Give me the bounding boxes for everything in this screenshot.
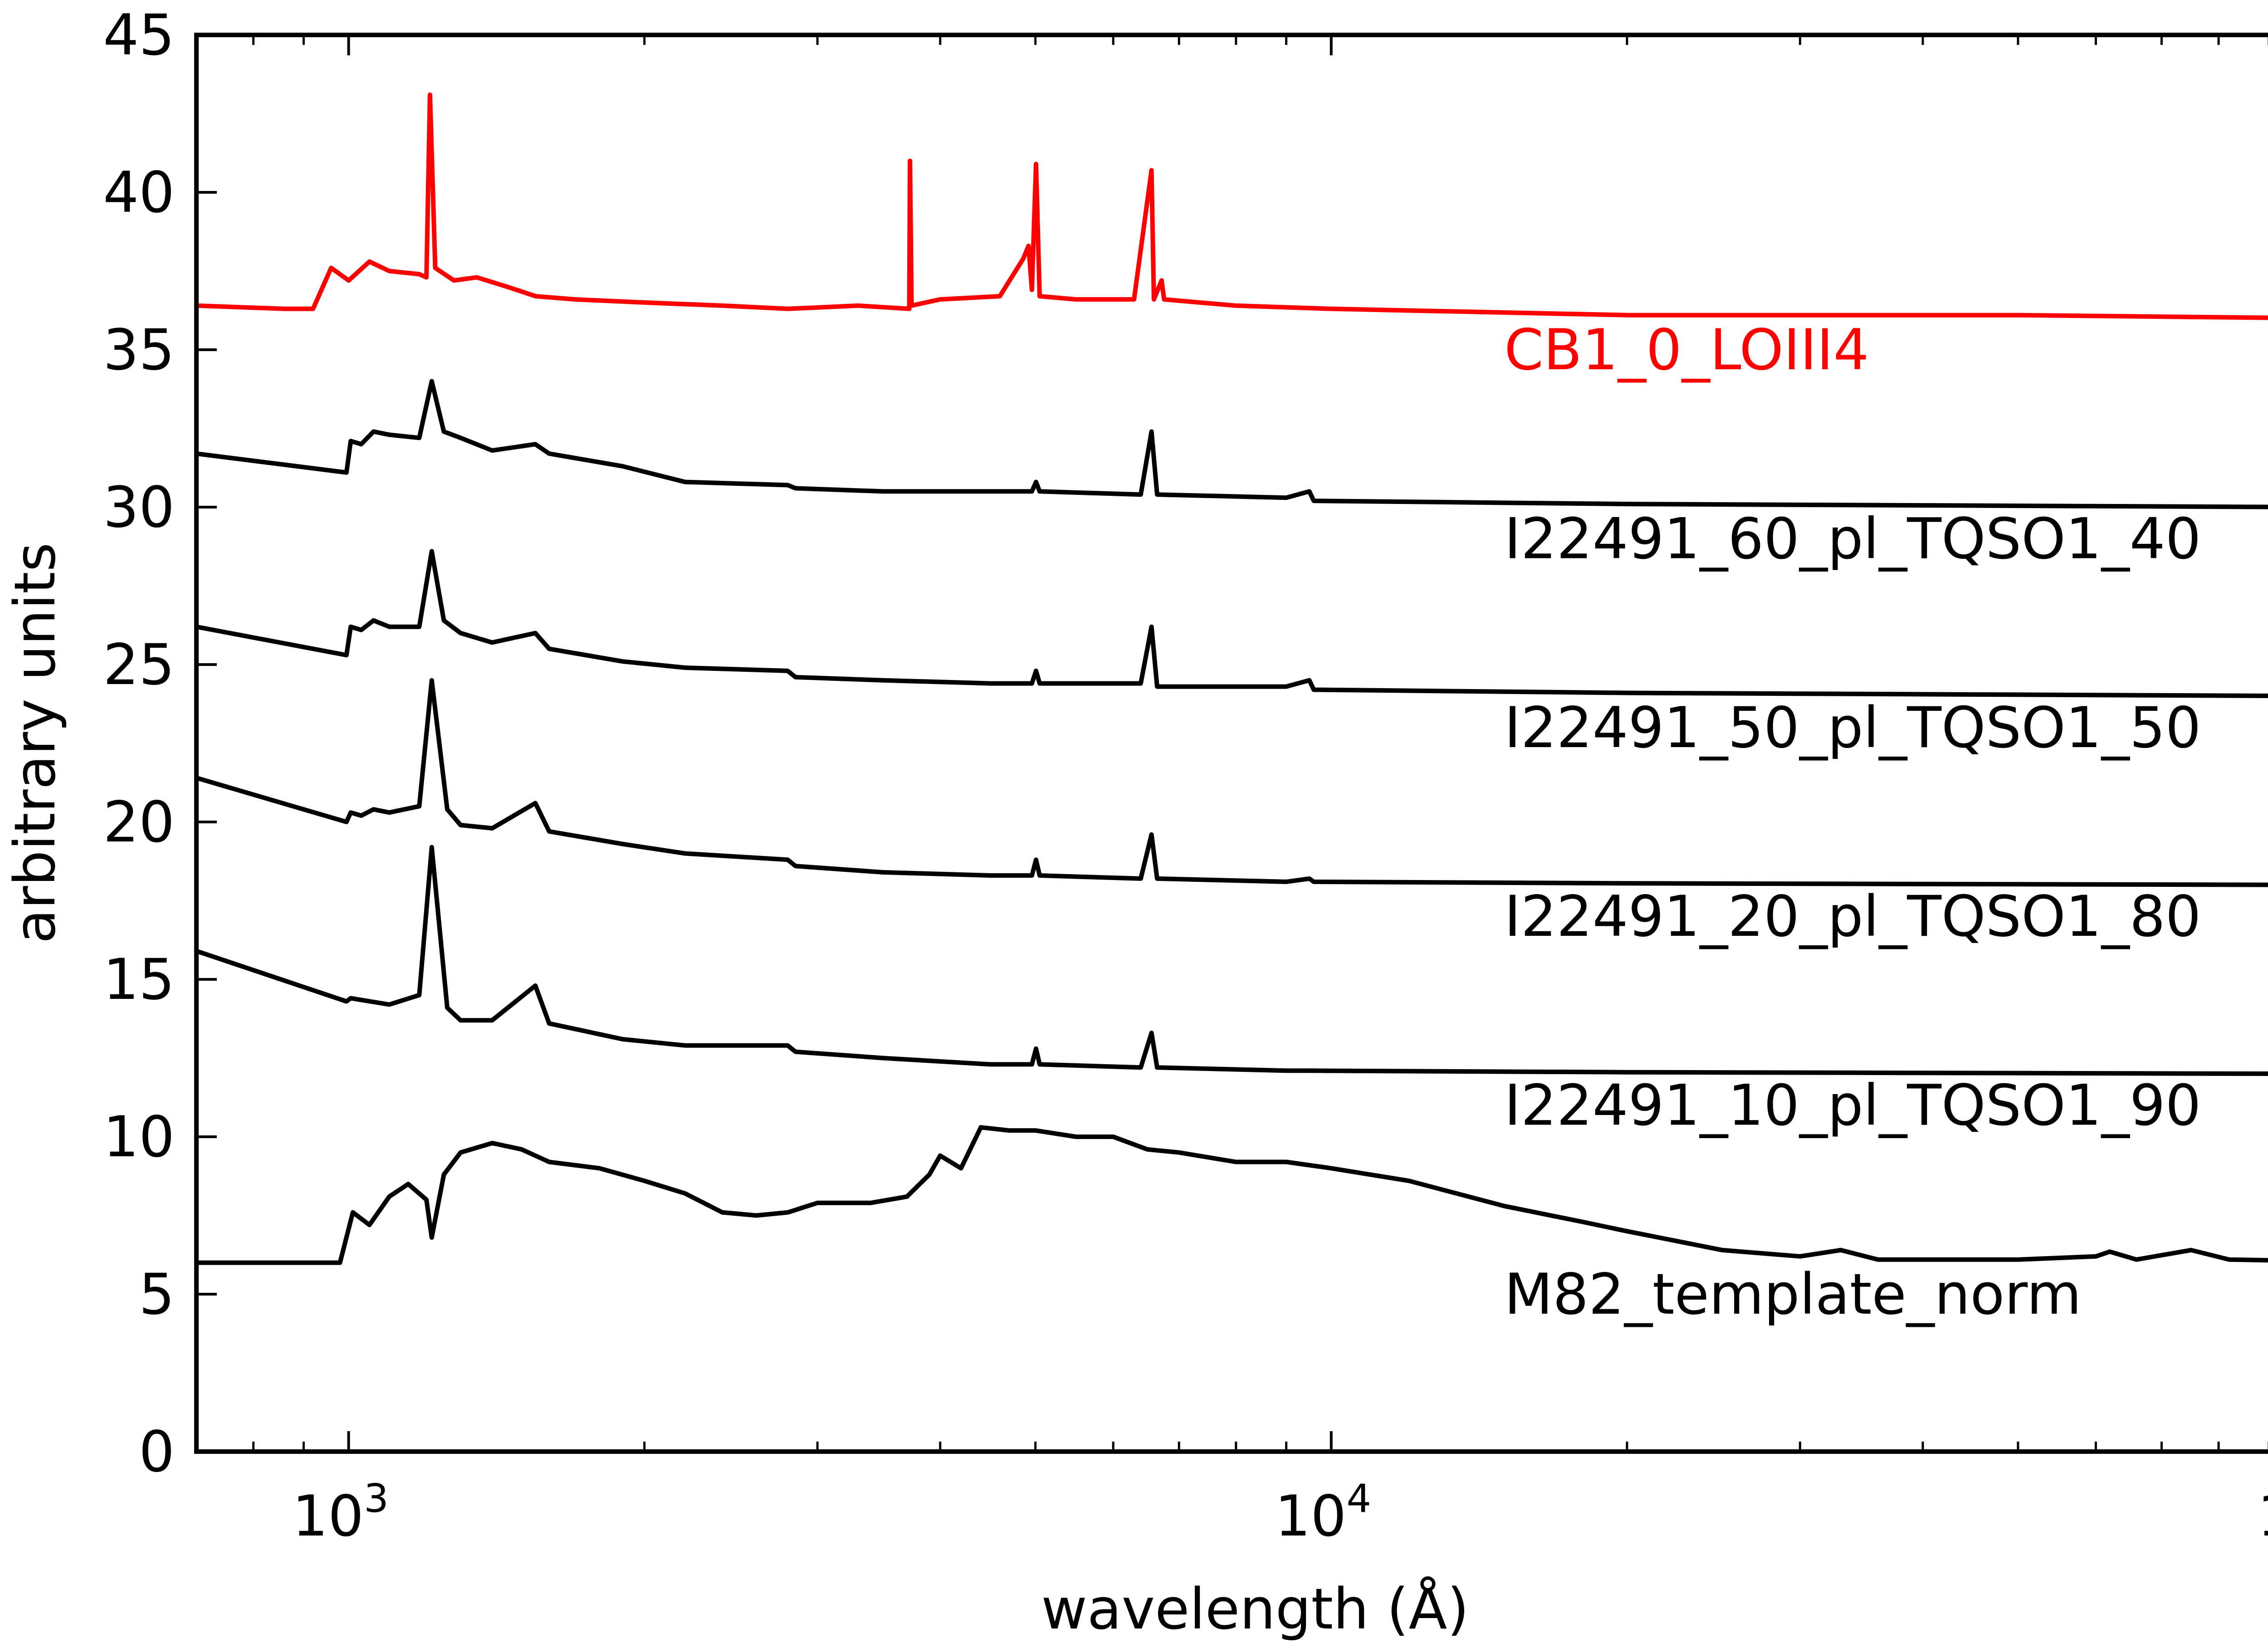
y-tick-label: 10 bbox=[103, 1105, 175, 1170]
series-label-5: I22491_10_pl_TQSO1_90 bbox=[1504, 1073, 2201, 1139]
series-label-layer: CB1_0_LOIII4 I22491_60_pl_TQSO1_40 I22491_… bbox=[1504, 318, 2201, 1327]
series-layer bbox=[194, 92, 2268, 1265]
y-tick-label: 30 bbox=[103, 475, 175, 540]
series-label-3: I22491_50_pl_TQSO1_50 bbox=[1504, 695, 2201, 761]
plot-frame bbox=[194, 33, 2268, 1454]
series-line-4 bbox=[194, 678, 2268, 887]
series-label-1: CB1_0_LOIII4 bbox=[1504, 318, 1869, 383]
y-tick-label: 40 bbox=[103, 160, 175, 225]
series-line-3 bbox=[194, 549, 2268, 698]
series-label-2: I22491_60_pl_TQSO1_40 bbox=[1504, 506, 2201, 572]
y-tick-label: 20 bbox=[103, 790, 175, 855]
series-line-2 bbox=[194, 379, 2268, 509]
y-tick-label: 15 bbox=[103, 947, 175, 1012]
series-label-6: M82_template_norm bbox=[1504, 1262, 2082, 1327]
y-axis-label: arbitrary units bbox=[3, 543, 68, 944]
series-line-6 bbox=[194, 1125, 2268, 1265]
tick-layer: 0 5 10 15 20 25 30 35 40 45 103 104 105 bbox=[103, 3, 2268, 1549]
y-tick-label: 0 bbox=[139, 1419, 175, 1485]
series-line-1 bbox=[194, 92, 2268, 320]
x-axis-label: wavelength (Å) bbox=[1041, 1576, 1469, 1642]
x-tick-label: 104 bbox=[1275, 1476, 1372, 1549]
y-tick-label: 35 bbox=[103, 318, 175, 383]
x-tick-label: 105 bbox=[2258, 1476, 2268, 1549]
y-tick-label: 5 bbox=[139, 1262, 175, 1327]
y-tick-label: 25 bbox=[103, 632, 175, 698]
y-tick-label: 45 bbox=[103, 3, 175, 68]
series-line-5 bbox=[194, 845, 2268, 1076]
series-label-4: I22491_20_pl_TQSO1_80 bbox=[1504, 884, 2201, 949]
x-tick-label: 103 bbox=[292, 1476, 389, 1549]
